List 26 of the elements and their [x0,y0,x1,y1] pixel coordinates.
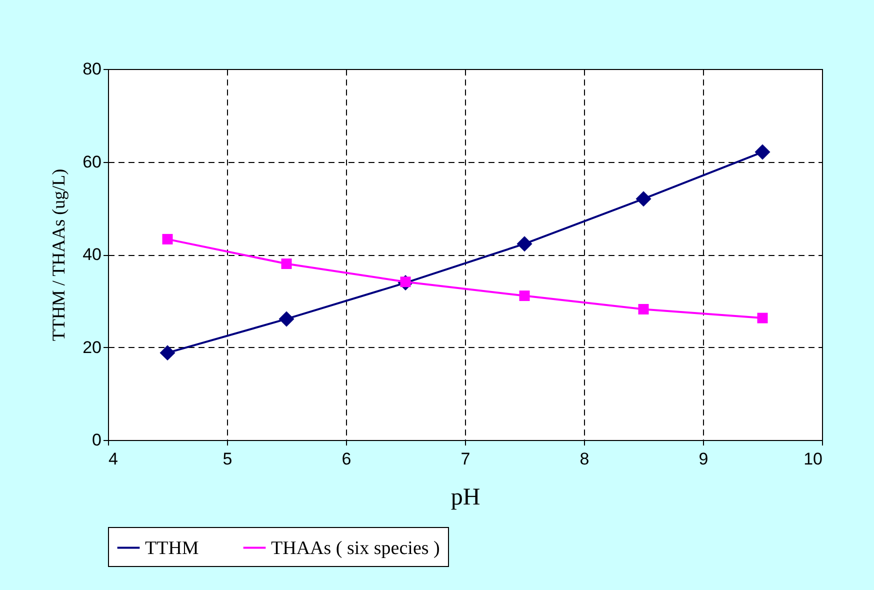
y-tick-label: 0 [92,430,102,450]
legend-label: TTHM [145,538,199,559]
point [638,304,649,314]
point [636,191,652,207]
point [162,234,173,244]
y-tick-label: 40 [82,245,102,264]
point [757,312,768,324]
x-axis-title: pH [450,484,480,510]
x-tick-label: 6 [342,450,352,468]
x-tick-label: 4 [108,450,118,468]
y-tick-label: 60 [82,152,102,172]
point [519,290,530,302]
legend-label: THAAs ( six species ) [271,538,440,559]
point [754,144,770,160]
x-tick-label: 10 [804,450,822,468]
x-tick-label: 9 [698,450,708,468]
y-axis-title: TTHM / THAAs (ug/L) [48,168,69,342]
point [516,236,532,252]
x-tick-label: 7 [460,450,470,468]
point [160,345,176,361]
point [278,311,294,327]
point [281,258,292,270]
y-tick-label: 80 [82,60,102,78]
x-tick-label: 8 [580,450,590,468]
x-tick-label: 5 [222,450,232,468]
y-tick-label: 20 [82,338,102,357]
